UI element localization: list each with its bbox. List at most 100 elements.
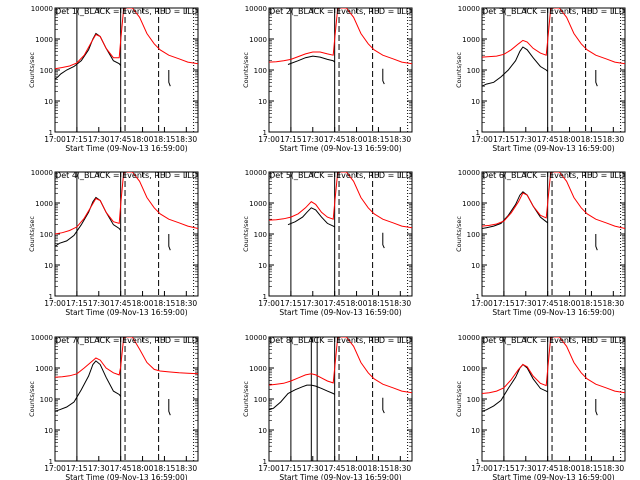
x-tick-label: 17:45 (110, 299, 132, 308)
y-tick-label: 10000 (31, 334, 53, 342)
y-tick-label: 100 (40, 231, 53, 239)
series-black-line-3 (595, 399, 598, 416)
x-tick-label: 17:00 (471, 464, 493, 473)
chart-title: Det 6(_BLACK = Events, RED = LLD (482, 171, 625, 180)
y-tick-label: 1 (263, 293, 267, 301)
y-tick-label: 10000 (31, 169, 53, 177)
x-tick-label: 18:00 (346, 135, 368, 144)
x-axis-label: Start Time (09-Nov-13 16:59:00) (279, 144, 401, 153)
series-red-line (55, 8, 198, 70)
x-axis-label: Start Time (09-Nov-13 16:59:00) (65, 308, 187, 317)
chart-panel-6: 1 10 100 1000 10000 17:00 17:15 17:30 17:45 18:00… (455, 169, 626, 317)
x-tick-label: 17:15 (66, 464, 88, 473)
series-black-line-3 (168, 399, 171, 416)
y-tick-label: 1 (476, 458, 480, 466)
x-tick-label: 18:00 (132, 464, 154, 473)
x-tick-label: 17:15 (280, 299, 302, 308)
x-axis-label: Start Time (09-Nov-13 16:59:00) (492, 473, 614, 480)
y-tick-label: 1000 (35, 365, 53, 373)
chart-panel-5: 1 10 100 1000 10000 17:00 17:15 17:30 17:45 18:00… (242, 169, 413, 317)
x-tick-label: 18:30 (390, 135, 412, 144)
y-axis-label: Counts/sec (28, 381, 36, 417)
y-axis-label: Counts/sec (28, 216, 36, 252)
chart-title: Det 5(_BLACK = Events, RED = LLD (269, 171, 412, 180)
series-black-line-3 (382, 68, 385, 85)
x-tick-label: 17:00 (44, 299, 66, 308)
x-tick-label: 17:15 (493, 464, 515, 473)
series-red-line (482, 8, 625, 65)
y-tick-label: 10000 (458, 169, 480, 177)
y-tick-label: 100 (467, 231, 480, 239)
y-tick-label: 100 (467, 396, 480, 404)
x-axis-label: Start Time (09-Nov-13 16:59:00) (492, 308, 614, 317)
x-tick-label: 18:00 (559, 135, 581, 144)
y-tick-label: 1000 (462, 365, 480, 373)
x-tick-label: 18:15 (368, 135, 390, 144)
chart-panel-3: 1 10 100 1000 10000 17:00 17:15 17:30 17:45 18:00… (455, 5, 626, 153)
y-tick-label: 10 (44, 427, 53, 435)
x-axis-label: Start Time (09-Nov-13 16:59:00) (492, 144, 614, 153)
chart-title: Det 9(_BLACK = Events, RED = LLD (482, 336, 625, 345)
y-tick-label: 1 (49, 458, 53, 466)
x-tick-label: 17:00 (44, 135, 66, 144)
x-tick-label: 18:15 (154, 464, 176, 473)
x-tick-label: 17:45 (324, 464, 346, 473)
x-tick-label: 18:15 (368, 464, 390, 473)
y-tick-label: 100 (467, 67, 480, 75)
x-tick-label: 17:15 (66, 135, 88, 144)
x-axis-label: Start Time (09-Nov-13 16:59:00) (65, 144, 187, 153)
y-axis-label: Counts/sec (455, 52, 463, 88)
chart-panel-7: 1 10 100 1000 10000 17:00 17:15 17:30 17:45 18:00… (28, 334, 199, 480)
y-axis-label: Counts/sec (242, 216, 250, 252)
chart-title: Det 4(_BLACK = Events, RED = LLD (55, 171, 198, 180)
y-tick-label: 100 (254, 67, 267, 75)
series-red-line (55, 172, 198, 235)
x-tick-label: 18:30 (176, 299, 198, 308)
x-tick-label: 17:15 (280, 464, 302, 473)
x-tick-label: 17:45 (110, 464, 132, 473)
x-tick-label: 17:45 (537, 135, 559, 144)
series-black-line-1 (482, 191, 548, 229)
y-tick-label: 1000 (249, 200, 267, 208)
x-tick-label: 18:00 (346, 464, 368, 473)
y-tick-label: 10 (258, 98, 267, 106)
x-tick-label: 17:30 (302, 299, 324, 308)
x-tick-label: 18:15 (154, 135, 176, 144)
series-black-line-3 (595, 70, 598, 87)
series-black-line-1 (482, 46, 549, 87)
y-tick-label: 1 (49, 129, 53, 137)
series-black-line-3 (382, 397, 385, 414)
y-tick-label: 1000 (249, 36, 267, 44)
y-tick-label: 10000 (458, 334, 480, 342)
x-tick-label: 18:00 (346, 299, 368, 308)
x-tick-label: 17:30 (88, 135, 110, 144)
y-tick-label: 1 (476, 293, 480, 301)
x-tick-label: 18:15 (581, 135, 603, 144)
series-black-line-1 (55, 196, 122, 247)
series-black-line-1 (55, 360, 122, 412)
y-tick-label: 100 (40, 396, 53, 404)
chart-panel-1: 1 10 100 1000 10000 17:00 17:15 17:30 17:45 18:00… (28, 5, 199, 153)
x-tick-label: 18:30 (603, 464, 625, 473)
x-tick-label: 17:30 (302, 135, 324, 144)
series-red-line (482, 337, 625, 394)
y-axis-label: Counts/sec (242, 52, 250, 88)
x-tick-label: 18:00 (132, 135, 154, 144)
x-tick-label: 17:30 (515, 464, 537, 473)
x-tick-label: 18:30 (390, 299, 412, 308)
y-tick-label: 1 (263, 458, 267, 466)
x-tick-label: 17:00 (258, 135, 280, 144)
x-tick-label: 18:30 (390, 464, 412, 473)
series-black-line-1 (55, 32, 122, 80)
y-tick-label: 10000 (458, 5, 480, 13)
chart-panel-4: 1 10 100 1000 10000 17:00 17:15 17:30 17:45 18:00… (28, 169, 199, 317)
y-tick-label: 1000 (462, 200, 480, 208)
series-red-line (269, 172, 412, 229)
series-black-line-3 (382, 232, 385, 249)
y-tick-label: 10 (44, 262, 53, 270)
x-tick-label: 17:45 (537, 299, 559, 308)
chart-title: Det 1(_BLACK = Events, RED = LLD (55, 7, 198, 16)
y-tick-label: 1 (476, 129, 480, 137)
chart-title: Det 7(_BLACK = Events, RED = LLD (55, 336, 198, 345)
y-tick-label: 1 (49, 293, 53, 301)
